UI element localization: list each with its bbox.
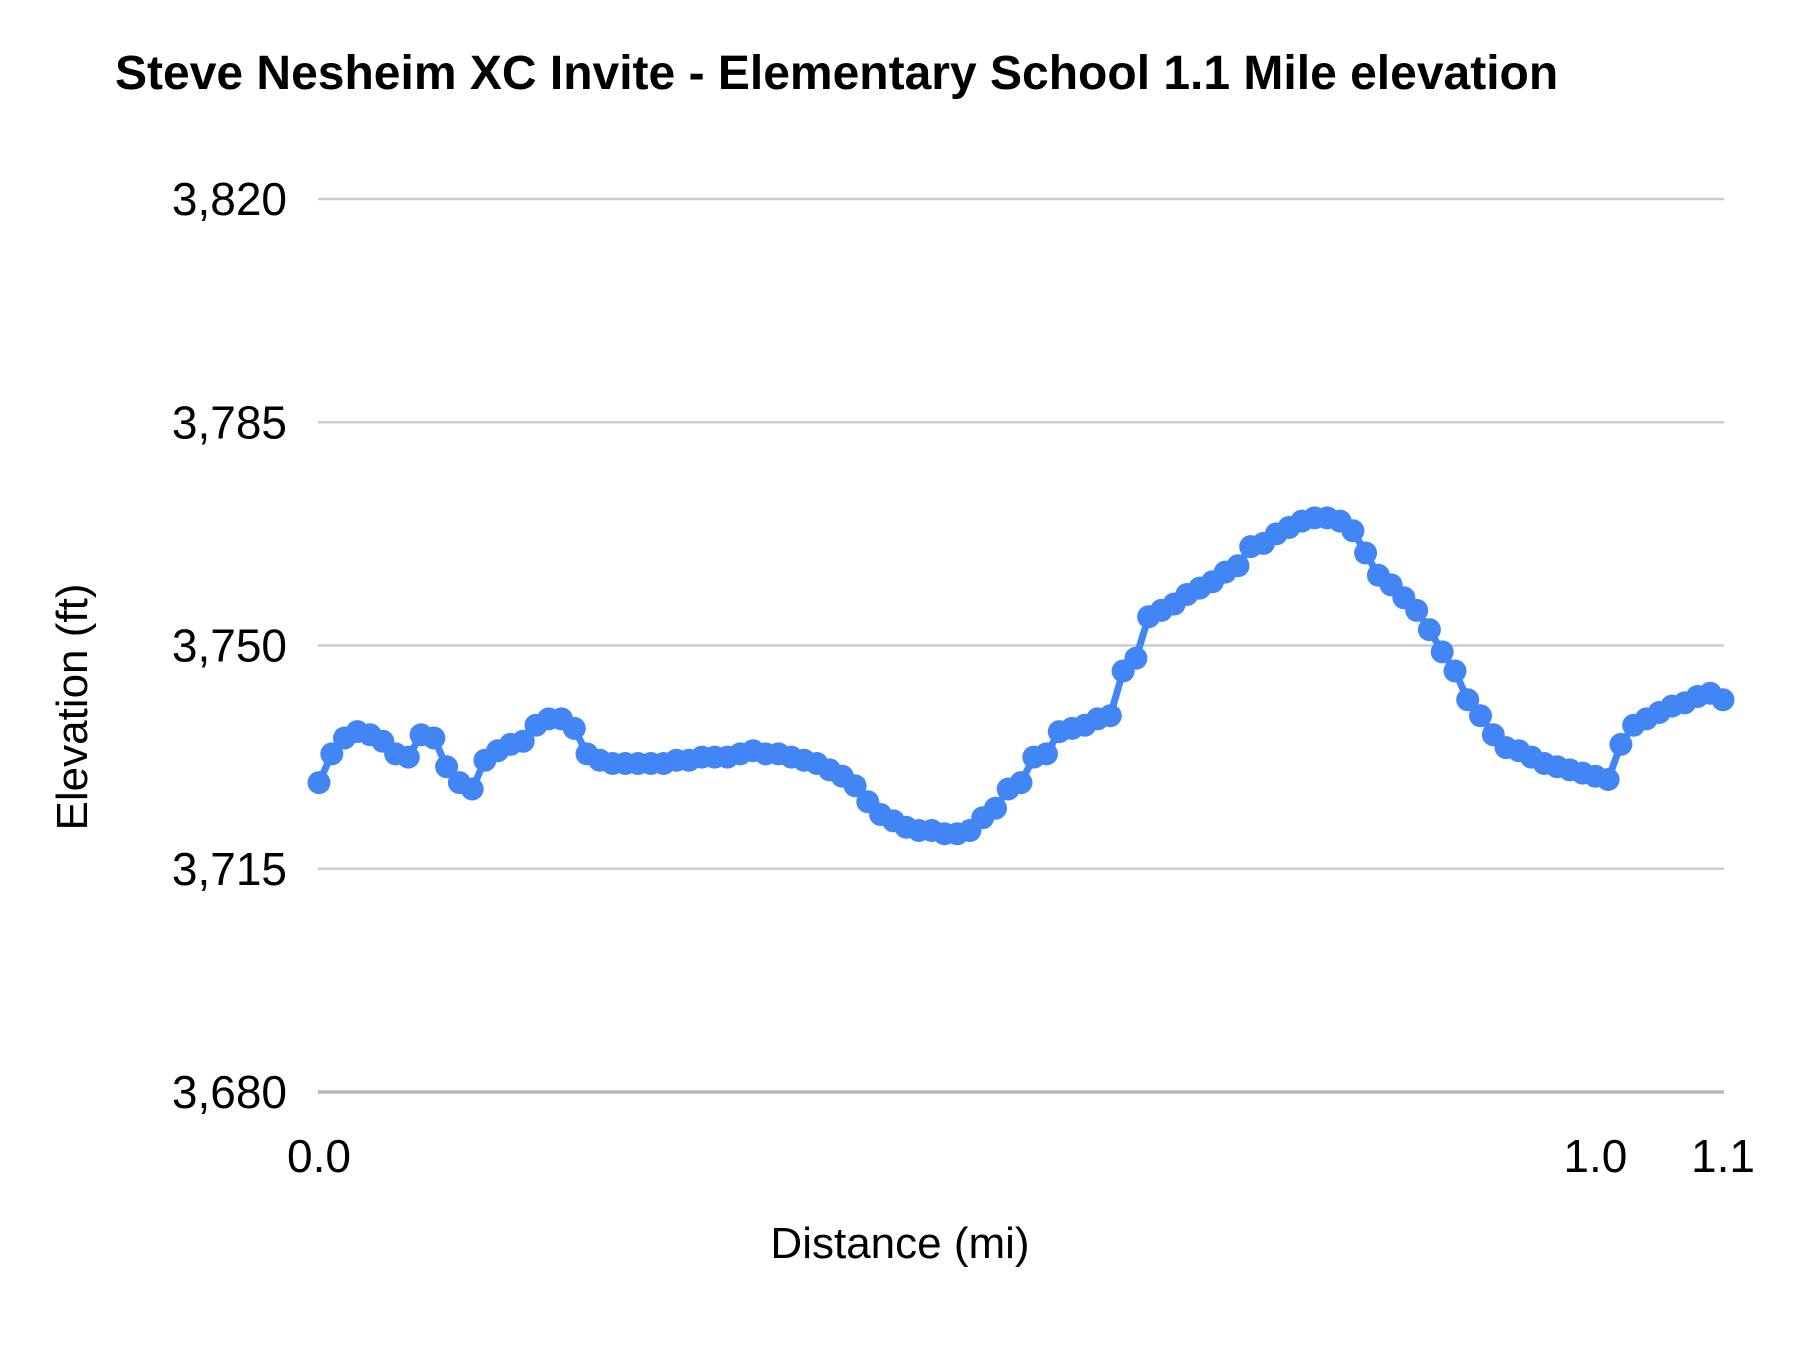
data-point	[435, 755, 459, 779]
data-point	[1341, 519, 1365, 543]
data-point	[320, 742, 344, 766]
chart-title: Steve Nesheim XC Invite - Elementary Sch…	[115, 47, 1559, 100]
y-axis-title: Elevation (ft)	[48, 583, 97, 831]
data-point	[1443, 659, 1467, 683]
data-point	[1226, 554, 1250, 578]
data-point	[1609, 732, 1633, 756]
data-point	[1430, 640, 1454, 664]
data-point	[562, 716, 586, 740]
y-tick-label: 3,715	[172, 843, 287, 895]
y-tick-label: 3,785	[172, 396, 287, 448]
data-point	[1456, 688, 1480, 712]
y-tick-label: 3,820	[172, 173, 287, 225]
data-point	[460, 777, 484, 801]
y-tick-label: 3,680	[172, 1066, 287, 1118]
data-point	[396, 745, 420, 769]
data-point	[1711, 688, 1735, 712]
data-point	[1009, 771, 1033, 795]
data-point	[1354, 541, 1378, 565]
data-point	[422, 726, 446, 750]
x-tick-label: 1.1	[1691, 1130, 1755, 1182]
data-point	[1124, 646, 1148, 670]
data-point	[984, 796, 1007, 820]
data-point	[1098, 704, 1122, 728]
data-point	[843, 774, 867, 798]
data-point	[1417, 618, 1441, 642]
data-point	[1405, 598, 1429, 622]
y-tick-label: 3,750	[172, 620, 287, 672]
data-point	[1596, 768, 1620, 791]
data-point	[511, 729, 535, 753]
x-axis-title: Distance (mi)	[770, 1219, 1030, 1268]
data-point	[307, 771, 331, 795]
data-point	[1035, 742, 1058, 766]
x-tick-label: 0.0	[287, 1130, 351, 1182]
x-tick-label: 1.0	[1563, 1130, 1627, 1182]
data-point	[1469, 704, 1492, 728]
